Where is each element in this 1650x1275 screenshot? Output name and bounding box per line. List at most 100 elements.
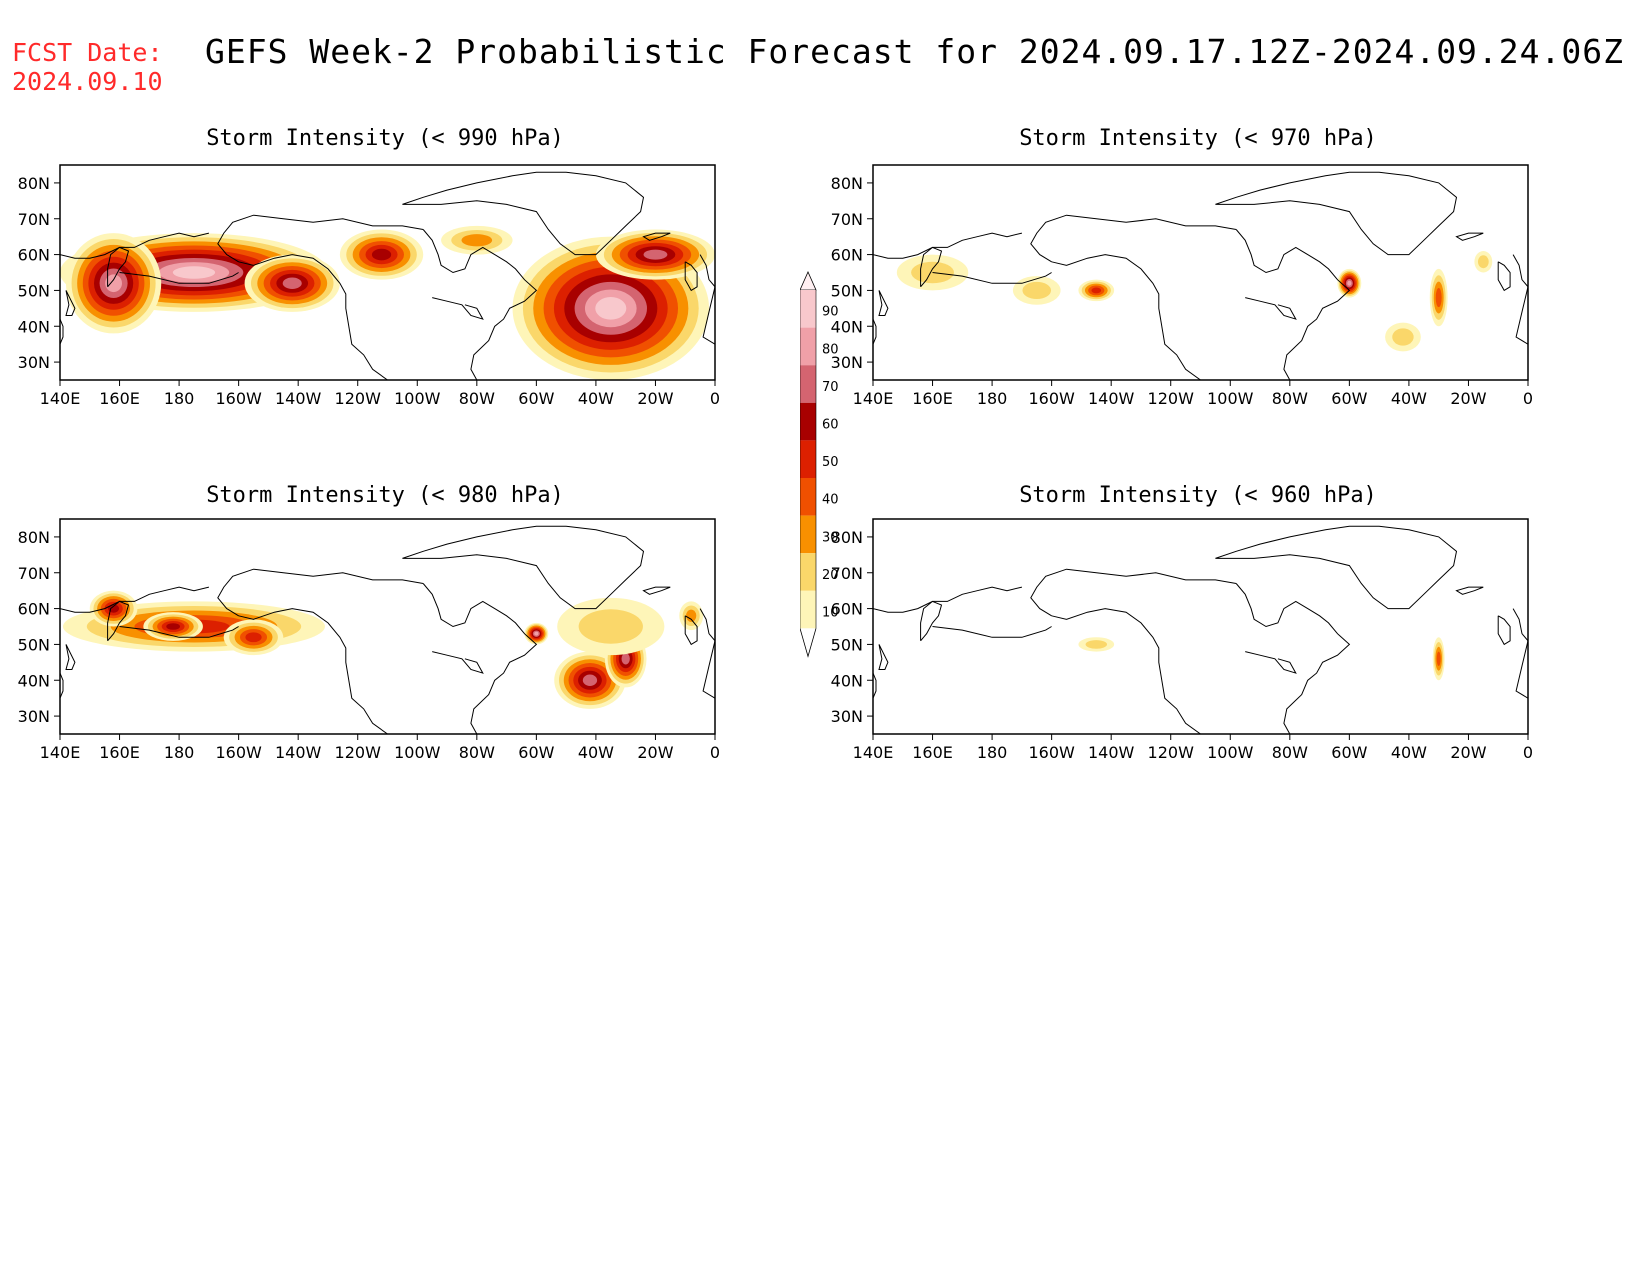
coastline-970-9 (873, 232, 1023, 259)
lat-label-970-2: 60N (831, 246, 863, 265)
coastline-990-6 (699, 254, 715, 345)
lon-label-970-9: 40W (1391, 389, 1427, 408)
lat-label-990-2: 60N (18, 246, 50, 265)
coastline-980-4 (642, 586, 671, 595)
colorbar-swatch-1 (800, 327, 816, 366)
prob-contour-980-7-20 (578, 609, 643, 644)
map-frame-960 (872, 518, 1529, 735)
coastline-980-2 (422, 583, 538, 734)
lon-label-980-1: 160E (99, 743, 140, 762)
lon-label-970-1: 160E (912, 389, 953, 408)
prob-contour-990-4-30 (461, 234, 493, 247)
lat-label-960-0: 80N (831, 528, 863, 547)
prob-contour-980-4-80 (534, 631, 539, 636)
lon-label-990-4: 140W (275, 389, 322, 408)
lat-label-960-4: 40N (831, 671, 863, 690)
coastline-990-8 (107, 246, 130, 288)
coastline-960-3 (1215, 525, 1458, 610)
colorbar-label-10: 10 (822, 605, 839, 620)
coastlines-960 (873, 525, 1528, 734)
lon-label-990-7: 80W (459, 389, 495, 408)
lon-label-970-7: 80W (1272, 389, 1308, 408)
fcst-date-value: 2024.09.10 (12, 67, 163, 96)
coastline-960-4 (1455, 586, 1484, 595)
coastline-980-5 (684, 615, 698, 646)
coastline-970-10 (932, 272, 1052, 284)
coastlines-990 (60, 171, 715, 380)
lat-label-980-3: 50N (18, 635, 50, 654)
coastline-970-4 (1455, 232, 1484, 241)
lat-label-970-3: 50N (831, 281, 863, 300)
panel-title-960: Storm Intensity (< 960 hPa) (1019, 483, 1377, 508)
lat-label-990-3: 50N (18, 281, 50, 300)
coastlines-980 (60, 525, 715, 734)
coastline-970-7 (878, 290, 889, 316)
lon-label-960-11: 0 (1523, 743, 1533, 762)
lat-label-970-5: 30N (831, 353, 863, 372)
coastline-990-0 (238, 254, 388, 380)
lon-label-960-8: 60W (1331, 743, 1367, 762)
coastline-960-6 (1512, 608, 1528, 699)
lon-label-980-7: 80W (459, 743, 495, 762)
lat-label-980-5: 30N (18, 707, 50, 726)
coastline-960-0 (1051, 608, 1201, 734)
lat-label-960-1: 70N (831, 564, 863, 583)
colorbar-swatch-8 (800, 590, 816, 629)
prob-contour-960-1-40 (1436, 651, 1441, 666)
prob-contour-990-5-90 (595, 297, 627, 320)
coastline-990-3 (402, 171, 645, 256)
map-panel-970: 140E 160E 180 160W 140W 120W 100W 80W 60W 40W 20W 0… (831, 164, 1533, 408)
coastline-990-1 (217, 214, 424, 263)
fcst-date-label: FCST Date: (12, 38, 163, 67)
map-frame-980 (59, 518, 716, 735)
map-frame-990 (59, 164, 716, 381)
lat-label-990-0: 80N (18, 174, 50, 193)
lon-label-960-0: 140E (853, 743, 894, 762)
lon-label-980-2: 180 (164, 743, 195, 762)
lon-label-960-2: 180 (977, 743, 1008, 762)
lat-label-960-3: 50N (831, 635, 863, 654)
coastline-960-5 (1497, 615, 1511, 646)
lon-label-970-0: 140E (853, 389, 894, 408)
colorbar-label-80: 80 (822, 342, 839, 357)
probability-field-960 (1078, 637, 1445, 681)
lon-label-980-10: 20W (637, 743, 673, 762)
lon-label-980-11: 0 (710, 743, 720, 762)
coastline-980-3 (402, 525, 645, 610)
map-frame-970 (872, 164, 1529, 381)
lat-label-970-0: 80N (831, 174, 863, 193)
lon-label-960-7: 80W (1272, 743, 1308, 762)
lat-label-990-4: 40N (18, 317, 50, 336)
lon-label-980-8: 60W (518, 743, 554, 762)
prob-contour-970-4-40 (1435, 288, 1442, 308)
lon-label-990-6: 100W (394, 389, 441, 408)
prob-contour-980-5-70 (582, 674, 598, 686)
lon-label-970-4: 140W (1088, 389, 1135, 408)
coastline-990-11 (60, 318, 64, 345)
lon-label-990-8: 60W (518, 389, 554, 408)
lon-label-980-3: 160W (215, 743, 262, 762)
coastline-980-1 (217, 568, 424, 617)
lon-label-990-0: 140E (40, 389, 81, 408)
coastline-970-3 (1215, 171, 1458, 256)
prob-contour-990-3-60 (371, 248, 392, 261)
coastline-980-12 (432, 651, 484, 674)
coastline-980-8 (107, 600, 130, 642)
fcst-date-block: FCST Date: 2024.09.10 (12, 38, 163, 96)
lat-label-970-1: 70N (831, 210, 863, 229)
map-panel-980: 140E 160E 180 160W 140W 120W 100W 80W 60W 40W 20W 0… (18, 518, 720, 762)
coastline-990-7 (65, 290, 76, 316)
lon-label-970-10: 20W (1450, 389, 1486, 408)
prob-contour-980-6-70 (621, 653, 630, 665)
lon-label-990-3: 160W (215, 389, 262, 408)
colorbar-label-60: 60 (822, 417, 839, 432)
coastline-990-4 (642, 232, 671, 241)
lat-label-970-4: 40N (831, 317, 863, 336)
coastline-970-11 (873, 318, 877, 345)
panel-title-990: Storm Intensity (< 990 hPa) (206, 126, 564, 151)
map-panel-990: 140E 160E 180 160W 140W 120W 100W 80W 60W 40W 20W 0… (18, 164, 720, 408)
lat-label-990-5: 30N (18, 353, 50, 372)
probability-colorbar: 90 80 70 60 50 40 30 20 10 (800, 271, 839, 658)
coastline-960-1 (1030, 568, 1237, 617)
lat-label-980-2: 60N (18, 600, 50, 619)
